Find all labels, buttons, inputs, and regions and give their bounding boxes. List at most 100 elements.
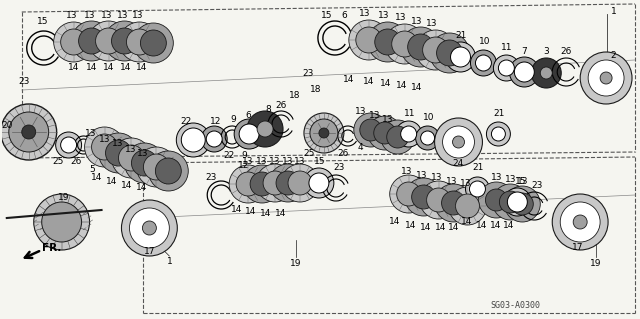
Circle shape	[136, 147, 176, 187]
Circle shape	[435, 118, 483, 166]
Text: 13: 13	[99, 135, 110, 144]
Circle shape	[560, 202, 600, 242]
Circle shape	[263, 171, 287, 195]
Text: FR.: FR.	[42, 243, 61, 253]
Circle shape	[131, 150, 157, 176]
Text: 9: 9	[230, 115, 236, 123]
Circle shape	[129, 208, 170, 248]
Circle shape	[148, 151, 188, 191]
Circle shape	[381, 120, 415, 154]
Text: 13: 13	[125, 145, 136, 153]
Circle shape	[368, 22, 408, 62]
Text: 13: 13	[382, 115, 394, 123]
Circle shape	[387, 126, 409, 148]
Circle shape	[492, 184, 528, 220]
Circle shape	[124, 143, 164, 183]
Circle shape	[401, 27, 440, 67]
Circle shape	[476, 55, 492, 71]
Circle shape	[470, 50, 497, 76]
Circle shape	[54, 22, 93, 62]
Circle shape	[435, 184, 472, 222]
Circle shape	[509, 57, 540, 87]
Text: 14: 14	[275, 209, 287, 218]
Text: 13: 13	[116, 11, 128, 19]
Circle shape	[508, 192, 527, 212]
Text: 14: 14	[245, 207, 257, 217]
Text: 26: 26	[275, 101, 287, 110]
Text: 14: 14	[68, 63, 79, 72]
Text: 14: 14	[106, 177, 117, 187]
Circle shape	[415, 126, 440, 150]
Circle shape	[127, 29, 152, 55]
Text: 13: 13	[369, 110, 381, 120]
Text: 13: 13	[411, 17, 422, 26]
Circle shape	[493, 55, 519, 81]
Text: 10: 10	[423, 114, 435, 122]
Circle shape	[281, 164, 319, 202]
Circle shape	[443, 126, 474, 158]
Text: 15: 15	[314, 158, 326, 167]
Circle shape	[1, 104, 57, 160]
Text: 26: 26	[70, 158, 81, 167]
Text: 14: 14	[448, 224, 460, 233]
Circle shape	[72, 21, 111, 61]
Circle shape	[451, 47, 470, 67]
Circle shape	[256, 164, 294, 202]
Text: 25: 25	[52, 158, 63, 167]
Circle shape	[79, 28, 104, 54]
Text: 1: 1	[166, 257, 172, 266]
Circle shape	[309, 173, 329, 193]
Circle shape	[385, 24, 424, 64]
Text: 9: 9	[241, 151, 247, 160]
Text: 8: 8	[265, 105, 271, 114]
Circle shape	[427, 188, 451, 212]
Text: 13: 13	[491, 174, 502, 182]
Circle shape	[257, 121, 273, 137]
Text: 23: 23	[18, 78, 29, 86]
Circle shape	[422, 37, 449, 63]
Text: 23: 23	[302, 69, 314, 78]
Circle shape	[319, 128, 329, 138]
Text: 1: 1	[611, 8, 617, 17]
Circle shape	[99, 133, 138, 173]
Circle shape	[22, 125, 36, 139]
Text: 13: 13	[132, 11, 143, 20]
Text: 13: 13	[378, 11, 390, 20]
Circle shape	[61, 29, 86, 55]
Text: 25: 25	[303, 149, 315, 158]
Text: 13: 13	[395, 13, 406, 23]
Text: 22: 22	[180, 116, 192, 125]
Circle shape	[120, 22, 159, 62]
Circle shape	[310, 119, 338, 147]
Text: 13: 13	[516, 177, 528, 187]
Text: 23: 23	[205, 173, 217, 182]
Circle shape	[452, 136, 465, 148]
Circle shape	[396, 121, 422, 147]
Text: 19: 19	[58, 194, 69, 203]
Circle shape	[9, 112, 49, 152]
Text: 11: 11	[404, 108, 415, 117]
Text: 14: 14	[380, 78, 392, 87]
Text: 2: 2	[611, 50, 616, 60]
Text: 13: 13	[416, 170, 428, 180]
Text: 14: 14	[411, 83, 422, 92]
Circle shape	[360, 119, 381, 141]
Text: 13: 13	[100, 11, 112, 19]
Text: 13: 13	[426, 19, 437, 28]
Circle shape	[580, 52, 632, 104]
Circle shape	[600, 72, 612, 84]
Circle shape	[415, 30, 456, 70]
Text: 13: 13	[85, 129, 96, 137]
Text: 22: 22	[223, 151, 235, 160]
Circle shape	[243, 165, 281, 203]
Circle shape	[56, 132, 81, 158]
Circle shape	[479, 182, 515, 218]
Circle shape	[304, 113, 344, 153]
Circle shape	[531, 58, 561, 88]
Text: 13: 13	[294, 157, 306, 166]
Circle shape	[504, 186, 540, 222]
Circle shape	[201, 126, 227, 152]
Circle shape	[111, 28, 138, 54]
Circle shape	[143, 154, 170, 180]
Text: 14: 14	[461, 218, 472, 226]
